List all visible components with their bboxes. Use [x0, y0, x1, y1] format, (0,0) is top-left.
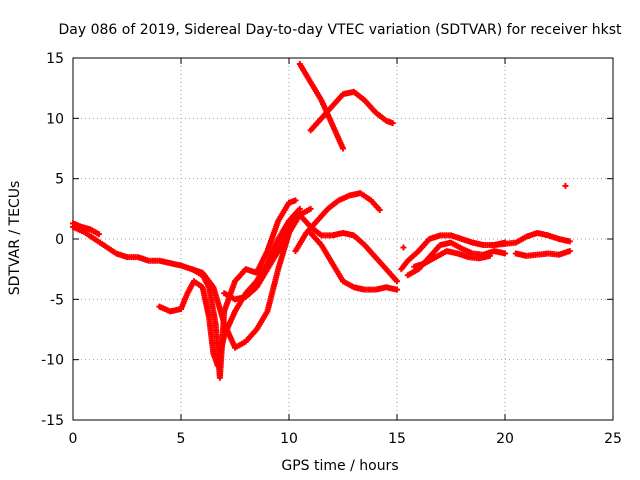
data-point [562, 182, 569, 189]
series-track-8 [307, 229, 400, 293]
series-track-3 [156, 205, 303, 369]
data-point [566, 238, 573, 245]
data-point [394, 286, 400, 293]
y-tick-label: 15 [46, 51, 64, 67]
x-tick-label: 0 [69, 431, 78, 447]
series-track-14 [491, 229, 573, 249]
x-tick-label: 5 [177, 431, 186, 447]
x-tick-label: 25 [604, 431, 622, 447]
series-track-11 [398, 232, 508, 273]
axis-tick-labels: 0 5 10 15 20 25 -15 -10 -5 0 5 10 15 [41, 51, 622, 447]
data-point [566, 248, 573, 255]
data-points [70, 61, 573, 381]
y-tick-label: 0 [55, 232, 64, 248]
series-track-5 [221, 211, 303, 303]
series-outliers [400, 182, 569, 251]
grid-lines [73, 58, 613, 420]
data-point [486, 252, 493, 259]
data-point [307, 205, 314, 212]
y-tick-label: -5 [50, 292, 64, 308]
y-axis-label: SDTVAR / TECUs [7, 181, 23, 296]
y-tick-label: 10 [46, 111, 64, 127]
data-point [394, 278, 400, 285]
y-tick-label: 5 [55, 172, 64, 188]
data-point [502, 250, 508, 257]
x-axis-label: GPS time / hours [281, 458, 398, 474]
series-track-10 [307, 88, 396, 134]
series-track-15 [512, 248, 573, 259]
axis-ticks [72, 57, 614, 421]
series-track-1 [70, 197, 299, 381]
data-point [376, 207, 383, 214]
x-tick-label: 10 [280, 431, 298, 447]
data-point [389, 120, 396, 127]
x-tick-label: 20 [496, 431, 514, 447]
data-point [340, 145, 346, 152]
y-tick-label: -15 [41, 413, 64, 429]
data-point [296, 205, 303, 212]
series-track-7 [296, 211, 400, 285]
chart-title: Day 086 of 2019, Sidereal Day-to-day VTE… [59, 22, 622, 38]
series-track-9 [296, 61, 346, 152]
series-track-13 [411, 248, 493, 270]
series-track-6 [292, 190, 383, 255]
data-point [95, 231, 102, 238]
x-tick-label: 15 [388, 431, 406, 447]
y-tick-label: -10 [41, 353, 64, 369]
series-track-2 [70, 220, 102, 238]
data-point [292, 197, 299, 204]
data-point [400, 244, 407, 251]
